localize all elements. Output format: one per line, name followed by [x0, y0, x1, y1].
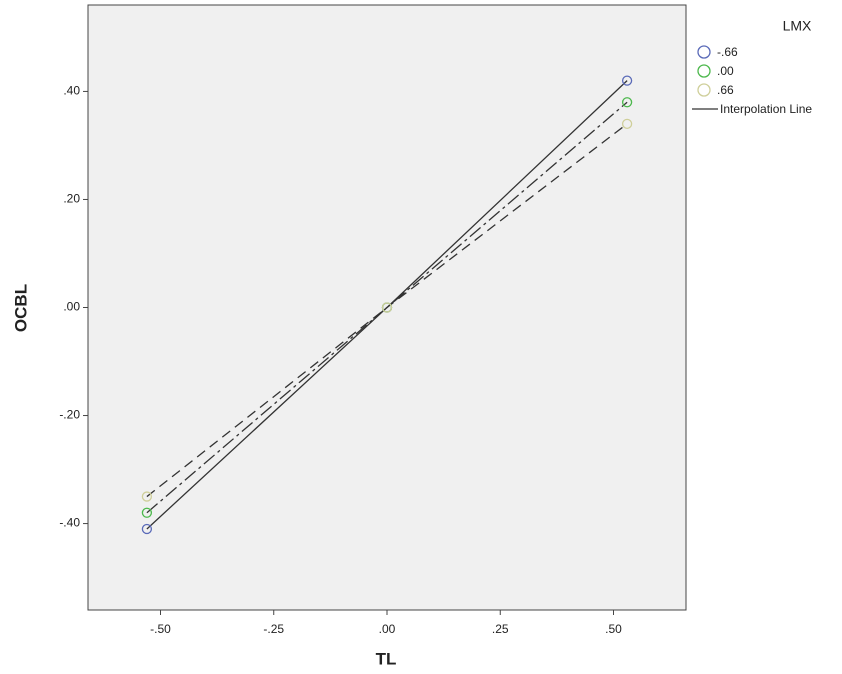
y-tick-label: .40 [63, 84, 80, 98]
legend-label: .66 [717, 83, 734, 97]
legend-marker [697, 45, 711, 59]
legend-label: -.66 [717, 45, 738, 59]
legend-marker [697, 64, 711, 78]
x-axis-title: TL [376, 649, 397, 668]
point [381, 302, 393, 313]
x-tick-label: -.50 [150, 622, 171, 636]
point [621, 97, 633, 108]
point [141, 491, 153, 502]
point [141, 523, 153, 535]
y-tick-label: -.40 [59, 516, 80, 530]
x-tick-label: -.25 [263, 622, 284, 636]
y-tick-label: .00 [63, 300, 80, 314]
interpolation-line [146, 123, 628, 498]
legend-label: .00 [717, 64, 734, 78]
y-tick-label: -.20 [59, 408, 80, 422]
legend-title: LMX [783, 18, 812, 34]
x-tick-label: .50 [605, 622, 622, 636]
interpolation-line [146, 101, 628, 514]
x-tick-label: .25 [492, 622, 509, 636]
point [621, 75, 633, 86]
point [141, 507, 153, 518]
legend-label: Interpolation Line [720, 102, 812, 116]
legend-marker [697, 83, 711, 97]
y-tick-label: .20 [63, 192, 80, 206]
point [621, 118, 633, 129]
y-axis-title: OCBL [11, 284, 30, 332]
x-tick-label: .00 [379, 622, 396, 636]
